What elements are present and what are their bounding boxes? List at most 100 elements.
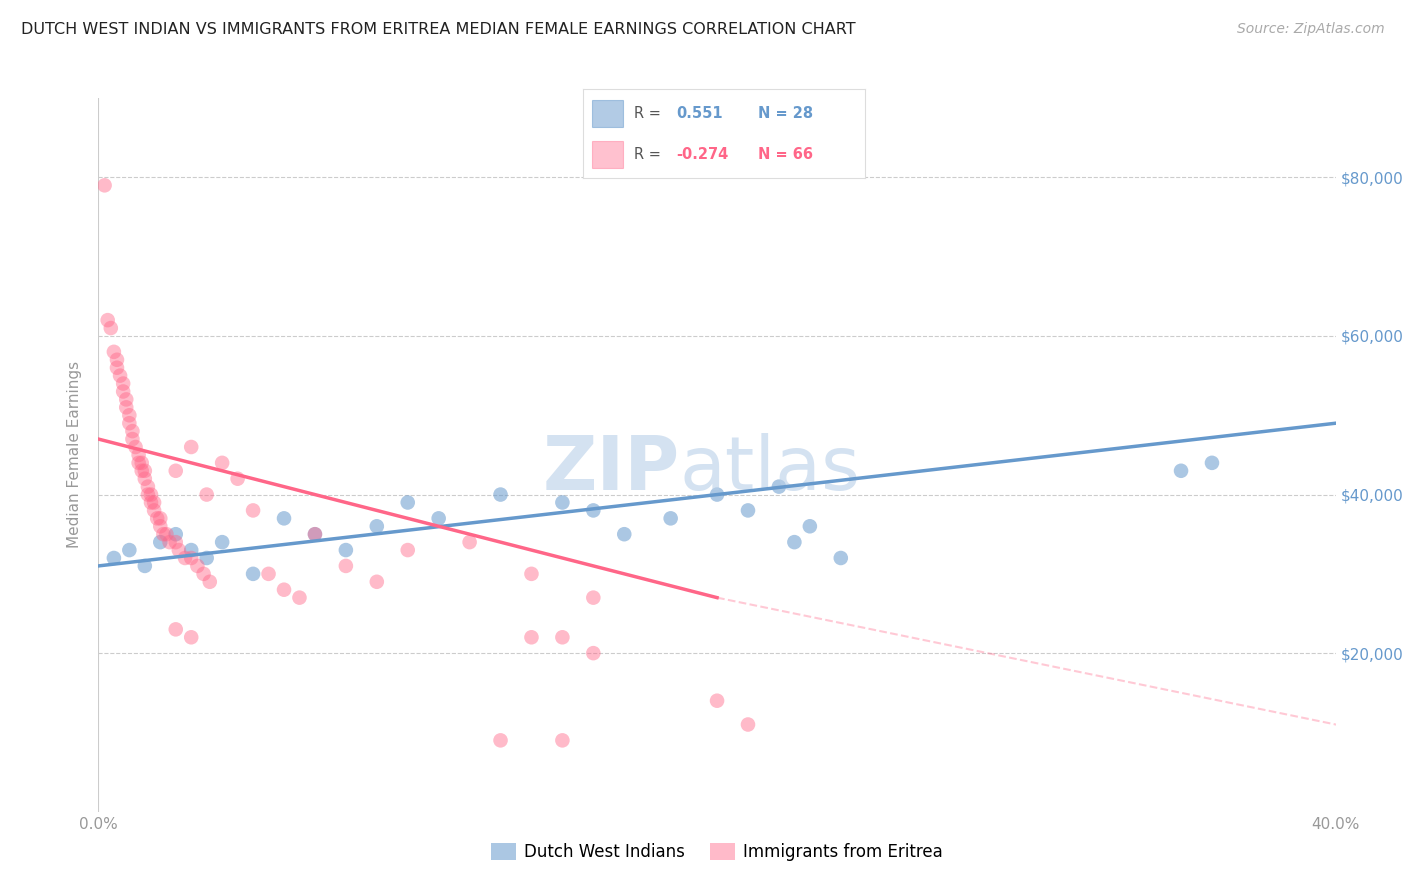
Point [366,519,388,533]
Point [195,487,218,501]
Point [93,178,115,193]
Point [799,519,821,533]
Point [288,591,311,605]
Point [174,551,197,566]
Point [134,464,156,478]
Point [257,566,280,581]
Point [112,376,135,391]
Point [131,464,153,478]
Point [706,487,728,501]
Point [366,574,388,589]
Point [520,630,543,644]
Point [143,495,166,509]
Text: N = 28: N = 28 [758,106,813,120]
Point [118,409,141,423]
Point [659,511,682,525]
Text: Source: ZipAtlas.com: Source: ZipAtlas.com [1237,22,1385,37]
Point [335,543,357,558]
Point [706,694,728,708]
Point [115,392,138,407]
Point [211,535,233,549]
Point [304,527,326,541]
Point [211,456,233,470]
Bar [592,141,623,168]
Point [165,464,187,478]
Point [273,582,295,597]
Point [551,733,574,747]
Point [136,480,159,494]
Point [149,519,172,533]
Point [131,456,153,470]
Point [134,558,156,573]
Point [134,472,156,486]
Point [103,344,125,359]
Point [121,432,143,446]
Point [115,401,138,415]
Point [458,535,481,549]
Point [273,511,295,525]
Bar [592,100,623,127]
Point [1170,464,1192,478]
Point [118,416,141,430]
Text: atlas: atlas [681,433,860,506]
Text: ZIP: ZIP [543,433,681,506]
Point [335,558,357,573]
Point [242,566,264,581]
Point [180,551,202,566]
Point [159,535,181,549]
Point [551,495,574,509]
Point [180,440,202,454]
Point [128,456,150,470]
Point [103,551,125,566]
Point [167,543,190,558]
Point [100,321,122,335]
Point [783,535,806,549]
Point [108,368,131,383]
Point [165,623,187,637]
Point [768,480,790,494]
Point [396,495,419,509]
Text: R =: R = [634,106,661,120]
Point [582,503,605,517]
Point [105,352,128,367]
Text: N = 66: N = 66 [758,147,813,161]
Point [551,630,574,644]
Text: 0.551: 0.551 [676,106,723,120]
Point [105,360,128,375]
Point [489,733,512,747]
Point [1201,456,1223,470]
Point [180,543,202,558]
Text: DUTCH WEST INDIAN VS IMMIGRANTS FROM ERITREA MEDIAN FEMALE EARNINGS CORRELATION : DUTCH WEST INDIAN VS IMMIGRANTS FROM ERI… [21,22,856,37]
Point [737,717,759,731]
Point [136,487,159,501]
Point [396,543,419,558]
Point [139,487,162,501]
Text: -0.274: -0.274 [676,147,728,161]
Point [121,424,143,438]
Point [582,646,605,660]
Point [165,527,187,541]
Point [118,543,141,558]
Point [226,472,249,486]
Point [155,527,177,541]
Point [582,591,605,605]
Point [520,566,543,581]
Point [146,511,169,525]
Point [112,384,135,399]
Point [613,527,636,541]
Point [737,503,759,517]
Point [165,535,187,549]
Point [97,313,120,327]
Point [149,535,172,549]
Point [152,527,174,541]
Point [180,630,202,644]
Point [193,566,215,581]
Y-axis label: Median Female Earnings: Median Female Earnings [67,361,83,549]
Point [830,551,852,566]
Point [242,503,264,517]
Point [128,448,150,462]
Point [195,551,218,566]
Point [198,574,221,589]
Point [427,511,450,525]
Point [143,503,166,517]
